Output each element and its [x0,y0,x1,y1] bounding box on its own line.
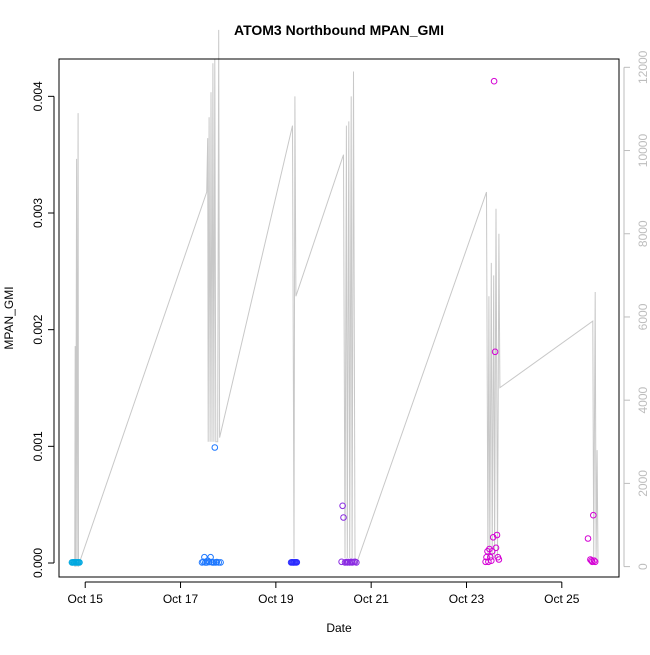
y2-tick-label: 4000 [636,387,650,414]
x-tick-label: Oct 17 [163,592,199,606]
altitude-line-layer [74,29,599,567]
y-tick-label: 0.001 [31,431,45,461]
x-tick-label: Oct 21 [353,592,389,606]
y-axis-label: MPAN_GMI [2,286,16,349]
y2-tick-label: 12000 [636,50,650,84]
data-point [588,557,595,565]
data-point [590,511,597,519]
data-point [495,556,503,563]
data-point [487,553,494,561]
y-tick-label: 0.003 [31,198,45,228]
y2-tick-label: 6000 [636,303,650,330]
altitude-line [74,29,599,567]
y2-tick-label: 8000 [636,220,650,247]
y2-tick-label: 2000 [636,470,650,497]
data-point [584,535,592,542]
x-axis-label: Date [326,621,352,635]
y2-tick-label: 10000 [636,134,650,168]
data-point [590,557,598,565]
y-tick-label: 0.000 [31,548,45,578]
axes: Oct 15 Oct 17 Oct 19 Oct 21 Oct 23 Oct 25 0.00… [31,50,650,606]
data-point [76,559,83,566]
data-point [339,502,346,510]
chart-title: ATOM3 Northbound MPAN_GMI [234,22,444,38]
data-point [340,514,347,521]
x-tick-label: Oct 25 [544,592,580,606]
data-point [353,559,360,566]
x-tick-label: Oct 23 [449,592,485,606]
data-point [491,348,499,356]
data-point [217,559,224,566]
data-points [68,77,599,566]
data-point [488,557,495,565]
plot-frame [58,58,620,578]
data-point [488,548,496,555]
data-point [493,531,501,539]
data-point [215,559,222,566]
data-point [293,559,301,566]
data-point [490,77,498,85]
x-tick-label: Oct 19 [258,592,294,606]
data-point [210,559,218,566]
data-point [591,558,599,566]
y-tick-label: 0.002 [31,314,45,344]
y-tick-label: 0.004 [31,81,45,111]
y2-tick-label: 0 [636,563,650,570]
x-tick-label: Oct 15 [68,592,104,606]
data-point [211,444,219,451]
data-point [492,544,500,552]
